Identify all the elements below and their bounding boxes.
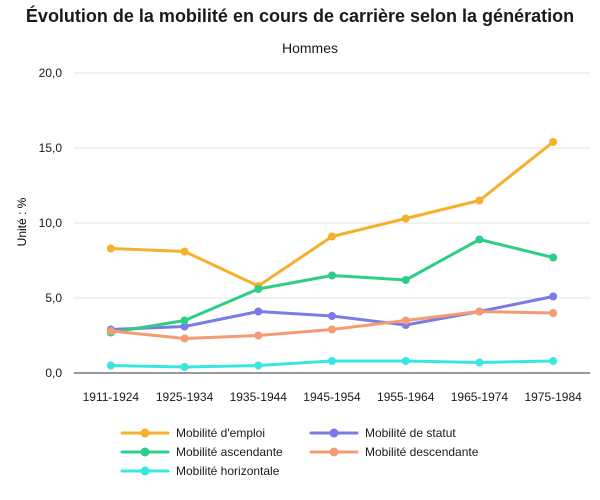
legend-label: Mobilité descendante [365,445,479,459]
data-point [475,358,484,367]
y-tick-label: 5,0 [45,291,62,305]
legend-label: Mobilité de statut [365,426,456,440]
data-point [328,232,336,241]
data-point [180,334,189,343]
data-point [180,363,189,371]
legend-swatch-marker [140,466,150,476]
data-point [106,361,115,370]
data-point [106,244,115,253]
data-point [401,214,410,223]
data-point [180,247,189,256]
x-tick-label: 1945-1954 [303,390,361,404]
data-point [549,357,558,365]
legend-item-mobilite-horizontale[interactable]: Mobilité horizontale [120,464,280,478]
data-point [549,253,558,262]
y-axis-label: Unité : % [15,197,29,246]
data-point [106,327,115,335]
data-point [549,138,558,146]
legend-label: Mobilité horizontale [176,464,280,478]
x-tick-label: 1935-1944 [230,390,288,404]
data-point [180,316,189,325]
legend-label: Mobilité d'emploi [176,426,265,440]
data-point [475,307,484,316]
x-tick-label: 1911-1924 [83,390,140,404]
legend-item-mobilite-ascendante[interactable]: Mobilité ascendante [120,445,283,459]
x-tick-label: 1975-1984 [524,390,582,404]
data-point [254,361,263,370]
data-point [328,357,336,365]
data-point [549,309,558,317]
series-mobilite-horizontale [106,357,558,371]
data-point [254,285,263,293]
data-point [254,331,263,340]
series-mobilite-descendante [106,307,558,343]
legend-swatch-marker [140,447,150,457]
series-line [109,140,555,288]
y-tick-label: 20,0 [39,66,63,80]
data-point [475,196,484,205]
data-point [475,235,484,244]
y-tick-label: 0,0 [45,366,62,380]
chart-subtitle: Hommes [281,40,338,56]
x-tick-label: 1965-1974 [451,390,509,404]
legend-item-mobilite-descendante[interactable]: Mobilité descendante [309,445,479,459]
series-mobilite-d-emploi [106,138,558,290]
data-point [401,316,410,325]
data-point [401,357,410,365]
data-point [254,307,263,316]
x-tick-label: 1955-1964 [377,390,435,404]
legend-swatch-marker [140,428,150,438]
legend-swatch-marker [329,447,339,457]
data-point [401,276,410,284]
data-point [328,271,336,280]
y-tick-label: 10,0 [39,216,63,230]
grid [74,72,590,374]
y-axis-ticks: 0,0 5,0 10,0 15,0 20,0 [39,66,63,380]
data-point [180,322,189,331]
legend-item-mobilite-de-statut[interactable]: Mobilité de statut [309,426,456,440]
chart-title: Évolution de la mobilité en cours de car… [25,6,575,26]
data-point [328,312,336,320]
legend-label: Mobilité ascendante [176,445,283,459]
x-tick-label: 1925-1934 [156,390,214,404]
x-axis-ticks: 1911-1924 1925-1934 1935-1944 1945-1954 1955… [83,390,583,404]
legend-item-mobilite-d-emploi[interactable]: Mobilité d'emploi [120,426,265,440]
y-tick-label: 15,0 [39,141,63,155]
data-point [549,292,558,301]
legend-swatch-marker [329,428,339,438]
data-point [328,325,336,334]
series-layer [106,138,558,371]
legend: Mobilité d'emploi Mobilité de statut Mobil… [120,426,479,478]
